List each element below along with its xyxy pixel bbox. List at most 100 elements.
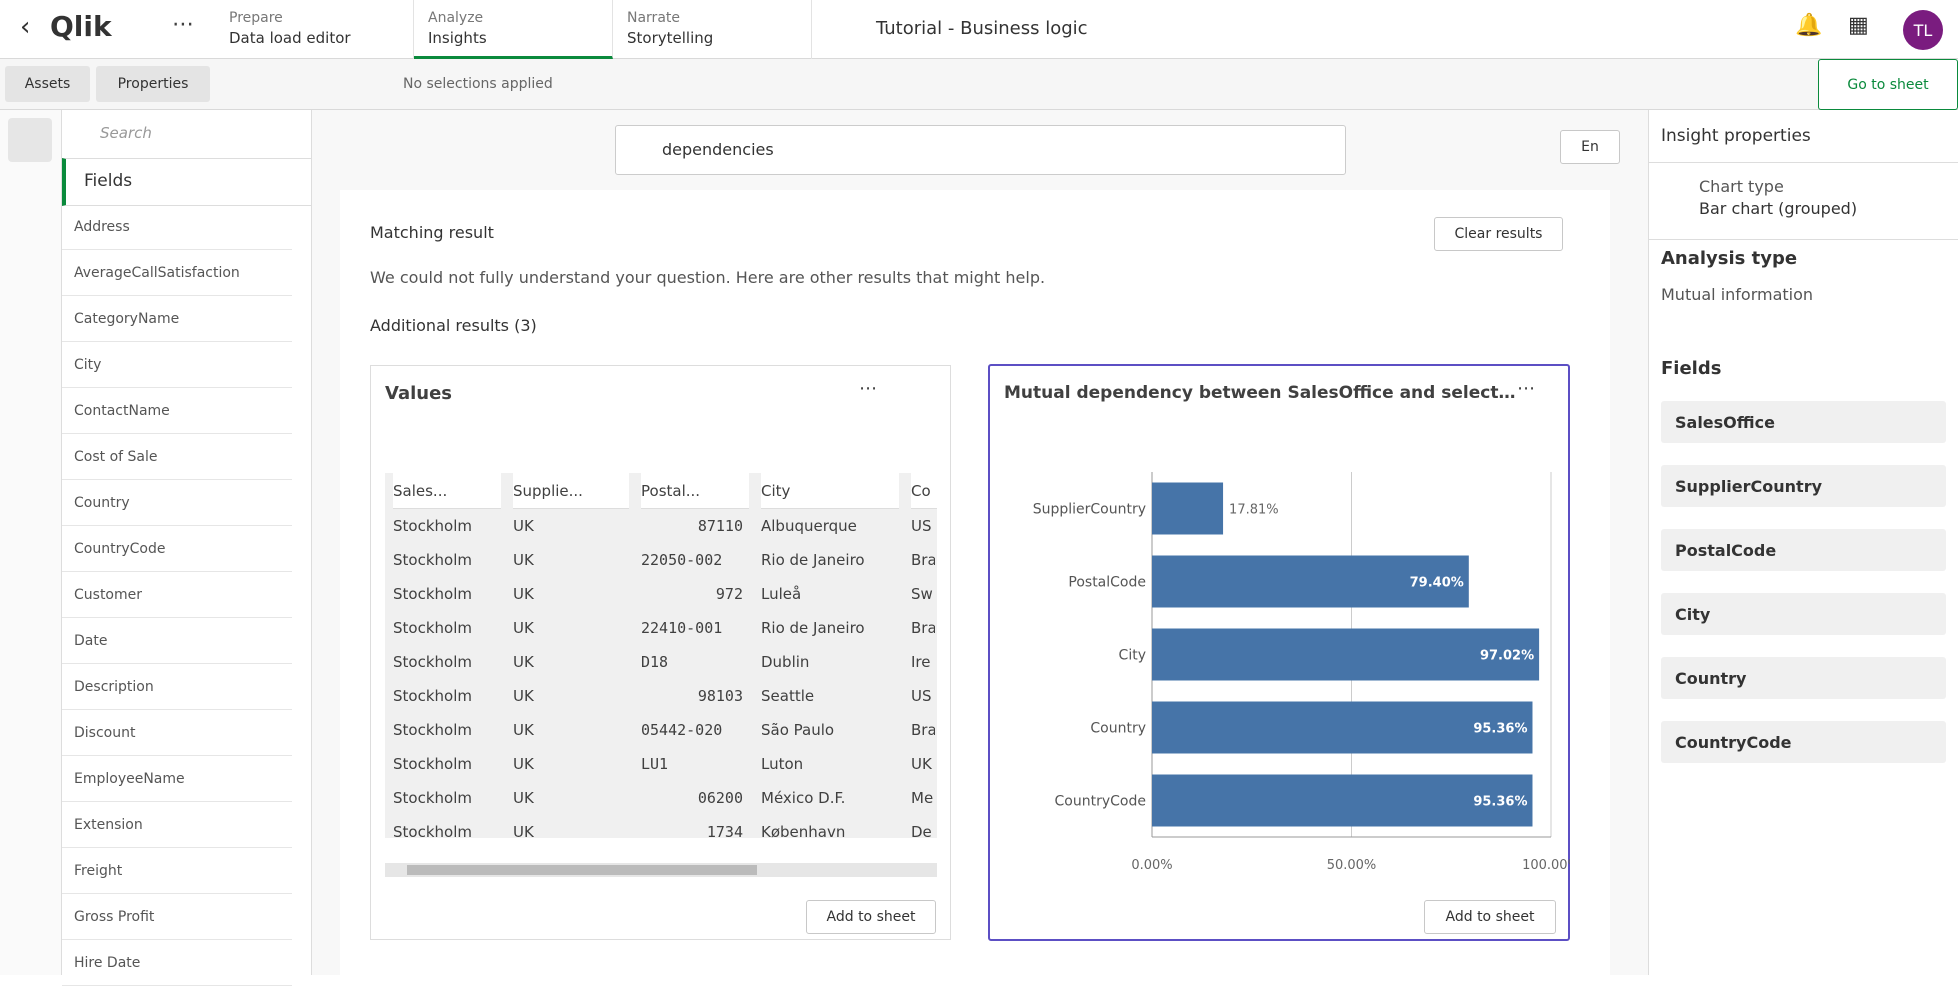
table-cell: Seattle (761, 679, 893, 713)
field-item[interactable]: ContactName (62, 388, 292, 434)
property-field[interactable]: CountryCode (1661, 721, 1946, 763)
fields-header[interactable]: Fields (62, 158, 312, 206)
app-title[interactable]: Tutorial - Business logic (876, 18, 1088, 39)
properties-button[interactable]: Properties (96, 66, 210, 102)
notifications[interactable]: 🔔 (1795, 13, 1822, 38)
table-cell: UK (513, 815, 623, 838)
search-box[interactable]: dependencies (615, 125, 1346, 175)
table-cell: Stockholm (393, 543, 495, 577)
table-cell: Stockholm (393, 747, 495, 781)
table-cell: Stockholm (393, 645, 495, 679)
field-item[interactable]: Freight (62, 848, 292, 894)
left-rail (0, 110, 62, 975)
field-item[interactable]: Date (62, 618, 292, 664)
field-item[interactable]: EmployeeName (62, 756, 292, 802)
table-cell: 1734 (641, 815, 743, 838)
field-item[interactable]: Gross Profit (62, 894, 292, 940)
table-cell: 06200 (641, 781, 743, 815)
scrollbar[interactable] (385, 863, 937, 877)
field-item[interactable]: CountryCode (62, 526, 292, 572)
nav-item[interactable]: Analyze Insights (414, 0, 613, 59)
table-cell: 22050-002 (641, 543, 743, 577)
menu[interactable]: ⋯ (172, 12, 194, 37)
table-cell: Stockholm (393, 815, 495, 838)
table-cell: 972 (641, 577, 743, 611)
properties-title: Insight properties (1661, 126, 1811, 146)
table-cell: Stockholm (393, 509, 495, 543)
field-item[interactable]: City (62, 342, 292, 388)
apps[interactable]: ▦ (1848, 13, 1869, 38)
field-item[interactable]: Customer (62, 572, 292, 618)
nav-label: Analyze (428, 10, 598, 26)
analysis-type: Mutual information (1661, 285, 1813, 304)
avatar[interactable]: TL (1903, 10, 1943, 50)
table-cell: Stockholm (393, 713, 495, 747)
message: We could not fully understand your quest… (370, 268, 1045, 287)
logo[interactable]: Qlik (50, 10, 112, 43)
field-item[interactable]: Description (62, 664, 292, 710)
field-item[interactable]: Cost of Sale (62, 434, 292, 480)
field-item[interactable]: AverageCallSatisfaction (62, 250, 292, 296)
y-tick-label: Country (1090, 721, 1146, 737)
table-cell: UK (513, 577, 623, 611)
field-item[interactable]: Country (62, 480, 292, 526)
fields-search[interactable]: Search (100, 124, 152, 142)
table-cell: Stockholm (393, 679, 495, 713)
fields-label: Fields (1661, 358, 1721, 379)
add-to-sheet[interactable]: Add to sheet (1424, 900, 1556, 934)
value-label: 97.02% (1480, 649, 1534, 664)
card-menu[interactable]: ⋯ (859, 378, 877, 399)
chart-type[interactable]: Chart type Bar chart (grouped) (1649, 162, 1958, 240)
clear-results[interactable]: Clear results (1434, 217, 1563, 251)
value-label: 79.40% (1410, 576, 1464, 591)
table-cell: Stockholm (393, 781, 495, 815)
value-label: 17.81% (1229, 503, 1279, 518)
table-cell: Luton (761, 747, 893, 781)
table-cell: De (911, 815, 935, 838)
chart-type-value: Bar chart (grouped) (1699, 199, 1857, 218)
table-cell: UK (513, 509, 623, 543)
property-field[interactable]: PostalCode (1661, 529, 1946, 571)
assets-button[interactable]: Assets (5, 66, 90, 102)
table-cell: 87110 (641, 509, 743, 543)
table-cell: UK (513, 747, 623, 781)
table-cell: Stockholm (393, 577, 495, 611)
y-tick-label: PostalCode (1068, 575, 1146, 591)
value-label: 95.36% (1473, 795, 1527, 810)
column-header[interactable]: Sales... (393, 473, 501, 509)
data-tab[interactable] (8, 118, 52, 162)
property-field[interactable]: SupplierCountry (1661, 465, 1946, 507)
add-to-sheet[interactable]: Add to sheet (806, 900, 936, 934)
property-field[interactable]: Country (1661, 657, 1946, 699)
column-header[interactable]: Supplie... (513, 473, 629, 509)
table-cell: 98103 (641, 679, 743, 713)
table-cell: Bra (911, 611, 935, 645)
back[interactable]: ‹ (20, 12, 30, 42)
column-header[interactable]: Postal... (641, 473, 749, 509)
card-menu[interactable]: ⋯ (1517, 378, 1535, 399)
property-field[interactable]: SalesOffice (1661, 401, 1946, 443)
y-tick-label: City (1119, 648, 1146, 664)
table-cell: US (911, 509, 935, 543)
table-cell: Sw (911, 577, 935, 611)
field-item[interactable]: Extension (62, 802, 292, 848)
property-field[interactable]: City (1661, 593, 1946, 635)
column-header[interactable]: City (761, 473, 899, 509)
search-query[interactable]: dependencies (662, 140, 774, 159)
table-cell: Dublin (761, 645, 893, 679)
language[interactable]: En (1560, 130, 1620, 164)
go-to-sheet[interactable]: Go to sheet (1818, 59, 1958, 110)
chart-type-label: Chart type (1699, 177, 1784, 196)
table: Sales... Supplie... Postal... City Co Stockho… (385, 473, 937, 838)
analysis-label: Analysis type (1661, 248, 1797, 269)
field-item[interactable]: Address (62, 204, 292, 250)
nav-item[interactable]: PrepareData load editor (215, 0, 414, 59)
field-item[interactable]: CategoryName (62, 296, 292, 342)
column-header[interactable]: Co (911, 473, 937, 509)
field-item[interactable]: Discount (62, 710, 292, 756)
x-tick-label: 0.00% (1131, 858, 1172, 873)
nav-sub: Insights (428, 29, 598, 47)
field-item[interactable]: Hire Date (62, 940, 292, 986)
nav-item[interactable]: NarrateStorytelling (613, 0, 812, 59)
table-cell: Albuquerque (761, 509, 893, 543)
